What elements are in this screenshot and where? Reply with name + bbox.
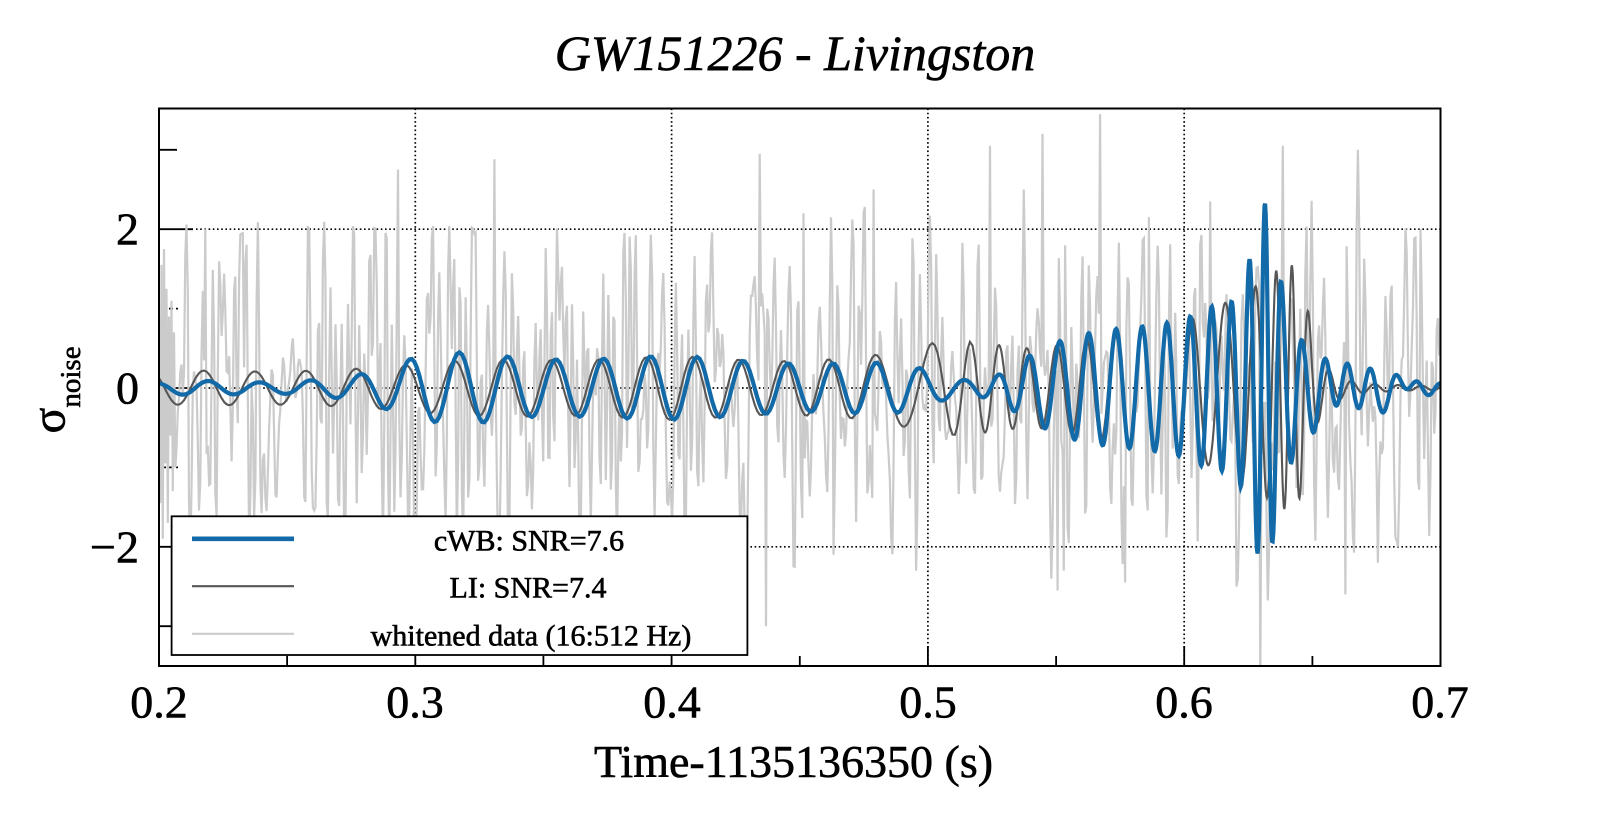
svg-text:whitened data (16:512 Hz): whitened data (16:512 Hz) [371, 619, 692, 652]
svg-text:2: 2 [116, 204, 139, 255]
svg-text:0.2: 0.2 [130, 676, 188, 727]
svg-text:0: 0 [116, 363, 139, 414]
svg-text:0.7: 0.7 [1411, 676, 1469, 727]
svg-text:LI: SNR=7.4: LI: SNR=7.4 [450, 572, 607, 605]
svg-text:Time-1135136350 (s): Time-1135136350 (s) [594, 736, 993, 787]
svg-text:0.6: 0.6 [1155, 676, 1213, 727]
svg-text:0.4: 0.4 [643, 676, 701, 727]
svg-text:0.3: 0.3 [386, 676, 444, 727]
svg-text:0.5: 0.5 [899, 676, 957, 727]
svg-text:GW151226 - Livingston: GW151226 - Livingston [555, 25, 1036, 81]
svg-text:−2: −2 [90, 521, 139, 572]
svg-text:σnoise: σnoise [23, 346, 88, 433]
svg-text:cWB: SNR=7.6: cWB: SNR=7.6 [434, 524, 624, 557]
